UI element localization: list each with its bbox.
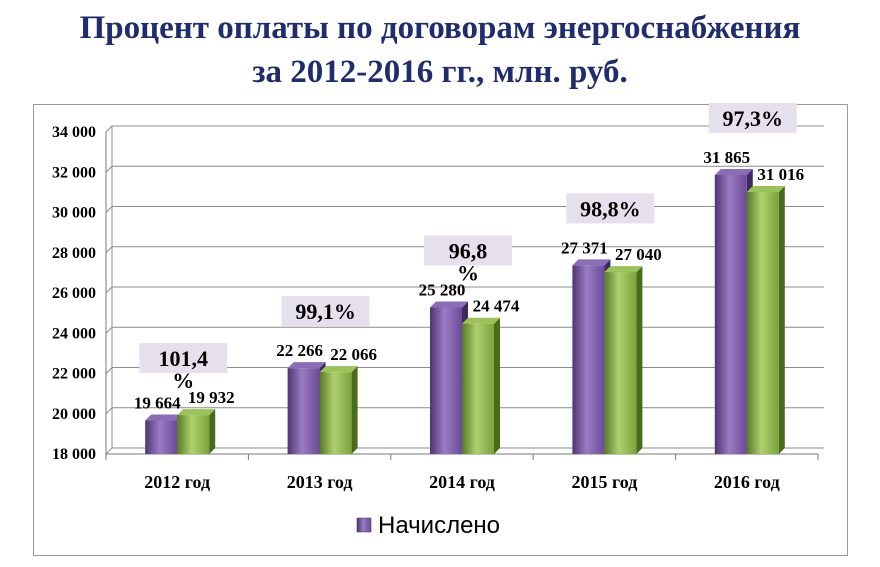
y-tick-label: 34 000: [52, 124, 96, 141]
gridline-depth: [105, 246, 113, 254]
bar-group: 22 266 22 066: [276, 341, 377, 454]
y-tick-label: 28 000: [52, 245, 96, 262]
legend: Начислено: [356, 512, 500, 539]
percent-box: [708, 102, 797, 133]
bar-charged: [287, 368, 320, 454]
bar-paid: [462, 323, 494, 454]
gridline-depth: [105, 125, 113, 133]
bar-top: [746, 186, 785, 193]
bar-charged: [714, 174, 747, 455]
x-category-label: 2012 год: [144, 472, 210, 492]
bar-charged: [572, 265, 605, 454]
bar-top: [604, 266, 643, 273]
bar-top: [145, 414, 184, 421]
bar-top: [287, 362, 326, 369]
percent-label: 98,8%: [580, 196, 641, 221]
percent-box: [424, 235, 512, 266]
legend-label: Начислено: [378, 512, 500, 539]
data-label: 25 280: [419, 280, 466, 299]
bar-charged: [430, 307, 462, 454]
percent-label: 96,8: [449, 238, 488, 263]
x-category-label: 2013 год: [287, 472, 353, 492]
bar-side: [636, 266, 643, 454]
x-category-label: 2016 год: [714, 472, 780, 492]
y-tick-label: 30 000: [52, 205, 96, 222]
bar-side: [351, 366, 358, 454]
bar-top: [462, 317, 500, 324]
bar-top: [430, 301, 468, 308]
data-label: 19 664: [134, 394, 181, 413]
y-tick-label: 18 000: [52, 446, 96, 463]
chart-title: Процент оплаты по договорам энергоснабже…: [0, 6, 880, 94]
x-category-label: 2015 год: [571, 472, 637, 492]
x-category-label: 2014 год: [429, 472, 495, 492]
gridline-depth: [105, 407, 113, 415]
chart-title-line-1: Процент оплаты по договорам энергоснабже…: [79, 10, 801, 46]
chart-title-line-2: за 2012-2016 гг., млн. руб.: [252, 54, 628, 90]
gridline-depth: [105, 326, 113, 334]
bar-side: [209, 409, 216, 454]
bar-charged: [145, 420, 178, 454]
percent-box: [566, 193, 655, 224]
legend-swatch: [356, 517, 372, 533]
percent-box: [139, 343, 228, 374]
data-label: 31 865: [703, 148, 750, 167]
y-tick-label: 26 000: [52, 285, 96, 302]
percent-box: [281, 296, 370, 327]
gridline-depth: [105, 286, 113, 294]
data-label: 22 066: [330, 345, 377, 364]
bar-paid: [746, 192, 779, 455]
bar-side: [778, 186, 785, 455]
y-tick-label: 32 000: [52, 164, 96, 181]
data-label: 22 266: [276, 341, 323, 360]
percent-label: 99,1%: [295, 299, 356, 324]
bar-group: 25 280 24 474: [419, 280, 520, 454]
y-tick-label: 22 000: [52, 366, 96, 383]
y-tick-label: 24 000: [52, 325, 96, 342]
bar-group: 31 865 31 016: [703, 148, 804, 455]
data-label: 31 016: [757, 165, 804, 184]
bar-top: [177, 409, 216, 416]
percent-label: %: [457, 260, 479, 285]
bar-paid: [319, 372, 352, 454]
bar-group: 27 371 27 040: [561, 238, 662, 454]
data-label: 19 932: [188, 388, 235, 407]
chart-frame: [33, 104, 848, 556]
data-label: 27 371: [561, 238, 608, 257]
data-label: 24 474: [473, 297, 520, 316]
bar-paid: [604, 272, 637, 454]
y-tick-label: 20 000: [52, 406, 96, 423]
bar-side: [494, 317, 500, 454]
bar-top: [319, 366, 358, 373]
bar-paid: [177, 415, 210, 454]
percent-label: %: [172, 368, 194, 393]
bar-top: [714, 168, 753, 175]
gridline-depth: [105, 447, 113, 455]
gridline-depth: [105, 206, 113, 213]
gridline-depth: [105, 165, 113, 173]
bar-group: 19 664 19 932: [134, 388, 235, 454]
percent-label: 101,4: [158, 346, 208, 371]
data-label: 27 040: [615, 245, 662, 264]
percent-label: 97,3%: [723, 106, 784, 131]
gridline-depth: [105, 367, 113, 374]
bar-top: [572, 259, 611, 266]
